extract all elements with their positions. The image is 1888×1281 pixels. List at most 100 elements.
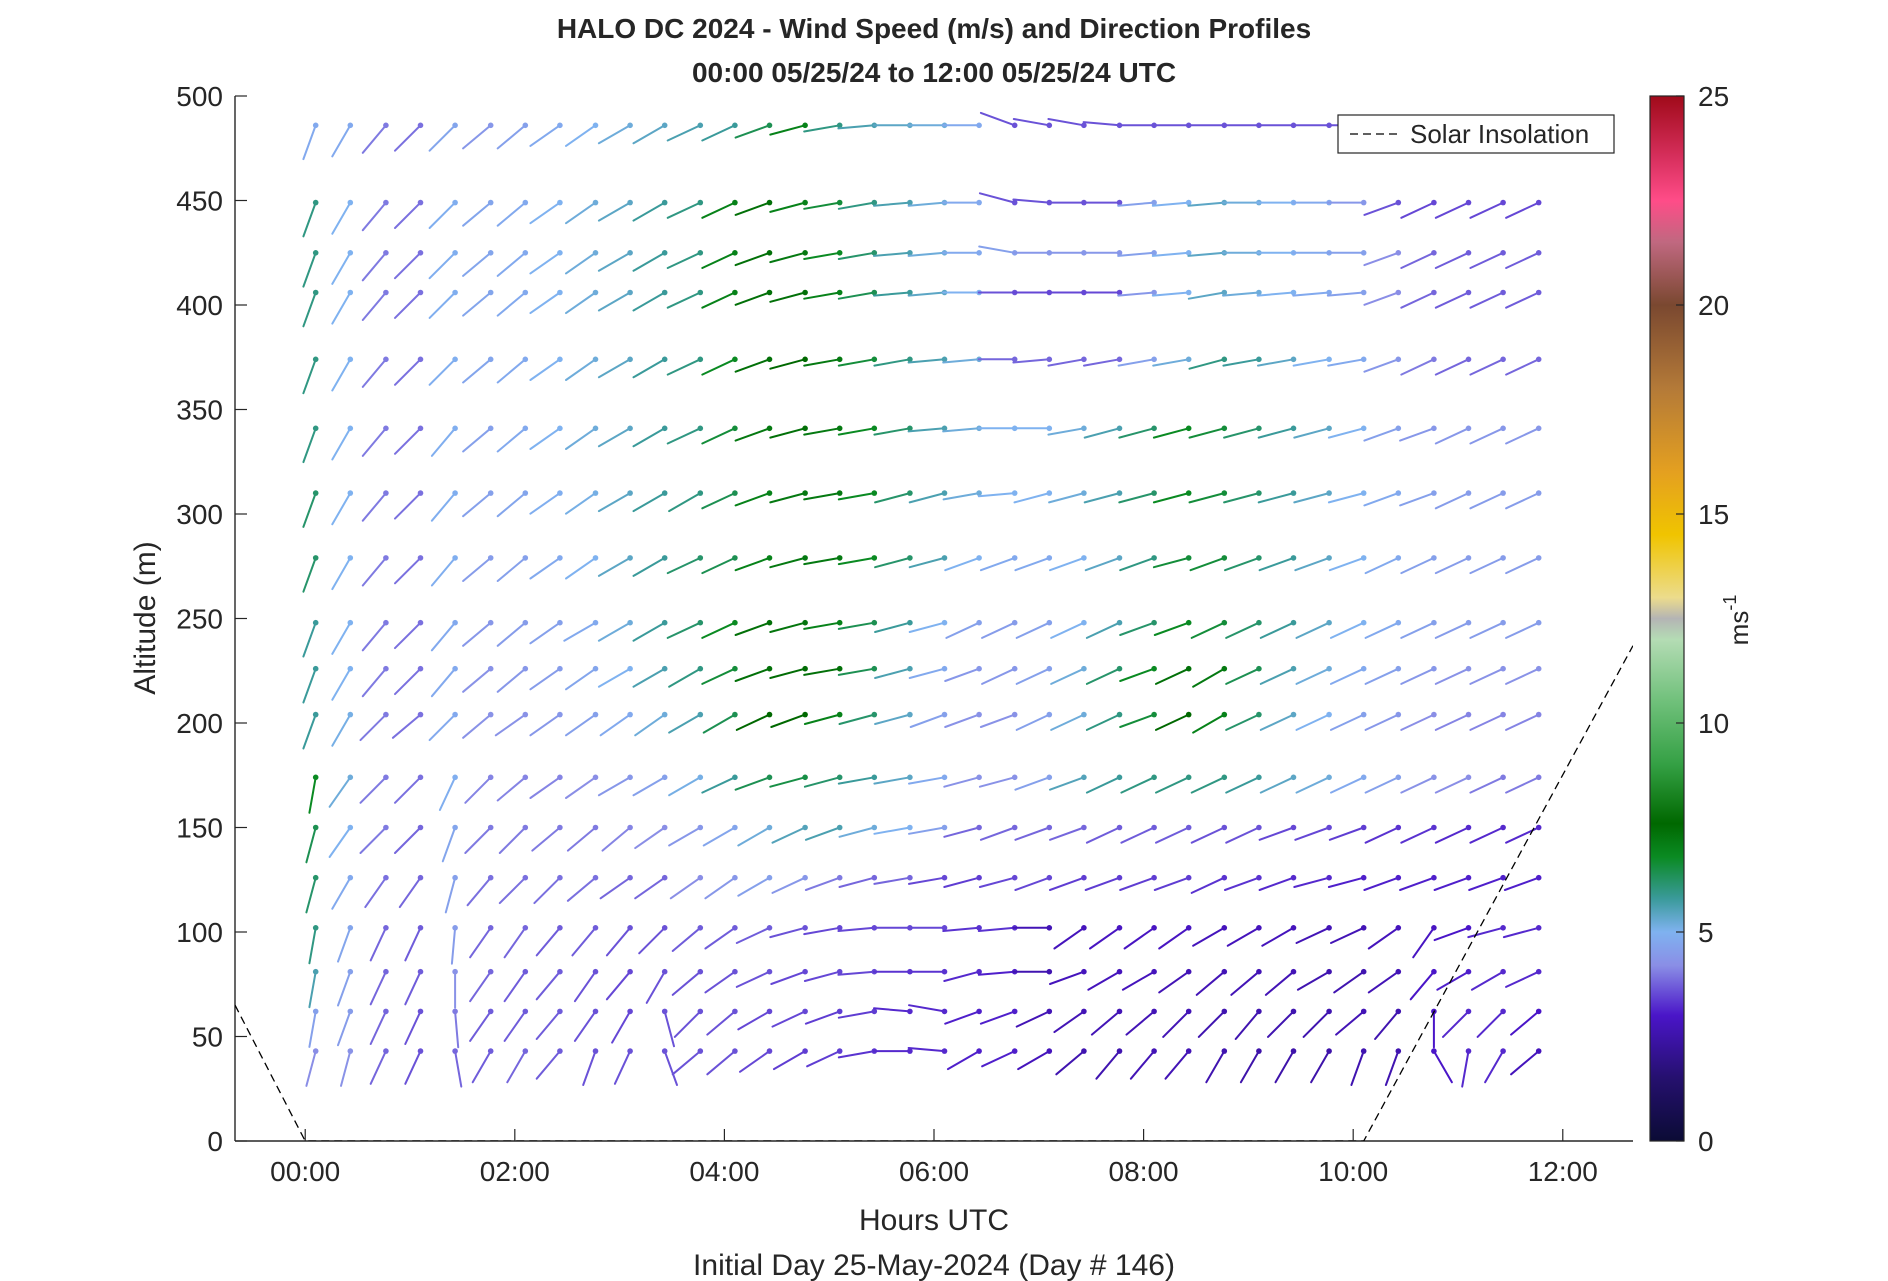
wind-barb-station	[522, 824, 529, 831]
wind-barb-station	[1256, 824, 1262, 831]
wind-barb-station	[487, 250, 494, 256]
wind-barb-station	[1395, 1008, 1402, 1015]
wind-barb-station	[1081, 925, 1087, 931]
wind-barb-station	[802, 122, 808, 129]
colorbar-gradient	[1649, 95, 1685, 1142]
wind-barb-staff	[331, 667, 352, 701]
wind-barb-staff	[438, 776, 457, 811]
wind-barb-staff	[701, 556, 736, 575]
wind-barb-station	[732, 425, 738, 432]
wind-barb-staff	[978, 245, 1016, 254]
wind-barb-station	[941, 925, 948, 931]
wind-barb-staff	[1083, 492, 1121, 504]
wind-barb-staff	[1118, 492, 1156, 504]
wind-barb-station	[417, 1008, 424, 1015]
wind-barb-station	[1290, 874, 1297, 881]
wind-barb-station	[452, 555, 458, 561]
wind-barb-staff	[666, 427, 702, 445]
wind-barb-station	[1116, 665, 1123, 672]
colorbar-tick-label: 25	[1698, 81, 1729, 112]
wind-barb-staff	[1224, 876, 1260, 891]
wind-barb-staff	[837, 1050, 876, 1059]
wind-barb-station	[1360, 824, 1367, 831]
wind-barb-station	[1326, 490, 1332, 496]
wind-barb-staff	[1335, 1010, 1365, 1036]
wind-barb-station	[1290, 774, 1297, 781]
wind-barb-staff	[702, 826, 736, 847]
wind-barb-staff	[978, 876, 1016, 888]
wind-barb-staff	[1155, 826, 1190, 844]
wind-barb-station	[312, 619, 319, 626]
wind-barb-station	[383, 711, 389, 718]
wind-barb-staff	[874, 556, 911, 569]
wind-barb-station	[383, 425, 389, 432]
wind-barb-station	[417, 555, 424, 561]
wind-barb-staff	[806, 1050, 841, 1068]
y-tick-label: 400	[176, 290, 223, 321]
wind-barb-staff	[668, 492, 702, 513]
wind-barb-staff	[632, 427, 666, 448]
wind-barb-station	[557, 1008, 563, 1015]
wind-barb-staff	[1259, 621, 1295, 639]
wind-barb-staff	[1364, 713, 1400, 731]
wind-barb-station	[941, 824, 948, 831]
wind-barb-staff	[1469, 492, 1505, 510]
wind-barb-station	[1326, 619, 1332, 626]
wind-barb-staff	[1295, 667, 1331, 685]
wind-barb-staff	[1014, 776, 1051, 791]
wind-barb-station	[802, 619, 808, 626]
wind-barb-staff	[977, 970, 1016, 976]
wind-barb-staff	[769, 926, 807, 939]
wind-barb-staff	[666, 358, 702, 376]
wind-barb-station	[1395, 824, 1402, 831]
wind-barb-station	[1221, 1008, 1228, 1015]
wind-barb-station	[1326, 665, 1332, 672]
wind-barb-station	[347, 619, 354, 626]
wind-barb-station	[732, 490, 738, 496]
wind-barb-station	[452, 619, 458, 626]
wind-barb-station	[1081, 774, 1087, 781]
wind-barb-station	[907, 199, 913, 206]
wind-barb-station	[1395, 425, 1402, 432]
wind-barb-staff	[1364, 826, 1400, 844]
wind-barb-station	[417, 425, 424, 432]
wind-barb-station	[522, 774, 529, 781]
wind-barb-staff	[1469, 556, 1505, 575]
wind-barb-station	[592, 665, 599, 672]
wind-barb-staff	[908, 667, 946, 679]
wind-barb-staff	[907, 201, 946, 207]
wind-barb-staff	[1384, 1050, 1400, 1086]
wind-barb-station	[1116, 619, 1123, 626]
wind-barb-staff	[1192, 926, 1226, 947]
wind-barb-staff	[734, 492, 771, 507]
wind-barb-staff	[769, 492, 807, 504]
wind-barb-station	[1465, 1048, 1472, 1054]
wind-barb-staff	[1225, 776, 1260, 794]
wind-barb-station	[1326, 925, 1332, 931]
wind-barb-staff	[1292, 358, 1331, 367]
wind-barb-station	[1535, 490, 1542, 496]
wind-barb-station	[1081, 356, 1087, 363]
wind-barb-station	[697, 665, 704, 672]
wind-barb-staff	[1015, 667, 1051, 685]
wind-barb-staff	[1327, 876, 1365, 888]
wind-barb-station	[1116, 968, 1123, 975]
wind-barb-station	[1326, 711, 1332, 718]
wind-barb-staff	[701, 124, 736, 142]
wind-barb-staff	[1400, 621, 1435, 639]
wind-barb-station	[1046, 122, 1053, 129]
wind-barb-staff	[529, 251, 561, 275]
wind-barb-staff	[1502, 926, 1540, 939]
wind-barb-station	[907, 425, 913, 432]
wind-barb-staff	[1363, 291, 1400, 306]
wind-barb-station	[1116, 250, 1123, 256]
wind-barb-station	[452, 874, 458, 881]
wind-barb-staff	[404, 1010, 422, 1045]
colorbar-ticks: 0 5 10 15 20 25	[1676, 81, 1729, 1157]
wind-barb-staff	[874, 713, 911, 725]
wind-barb-staff	[1119, 713, 1156, 728]
wind-barb-station	[1011, 874, 1018, 881]
wind-barb-staff	[803, 427, 841, 436]
wind-barb-staff	[1399, 427, 1435, 442]
wind-barb-station	[487, 289, 494, 296]
